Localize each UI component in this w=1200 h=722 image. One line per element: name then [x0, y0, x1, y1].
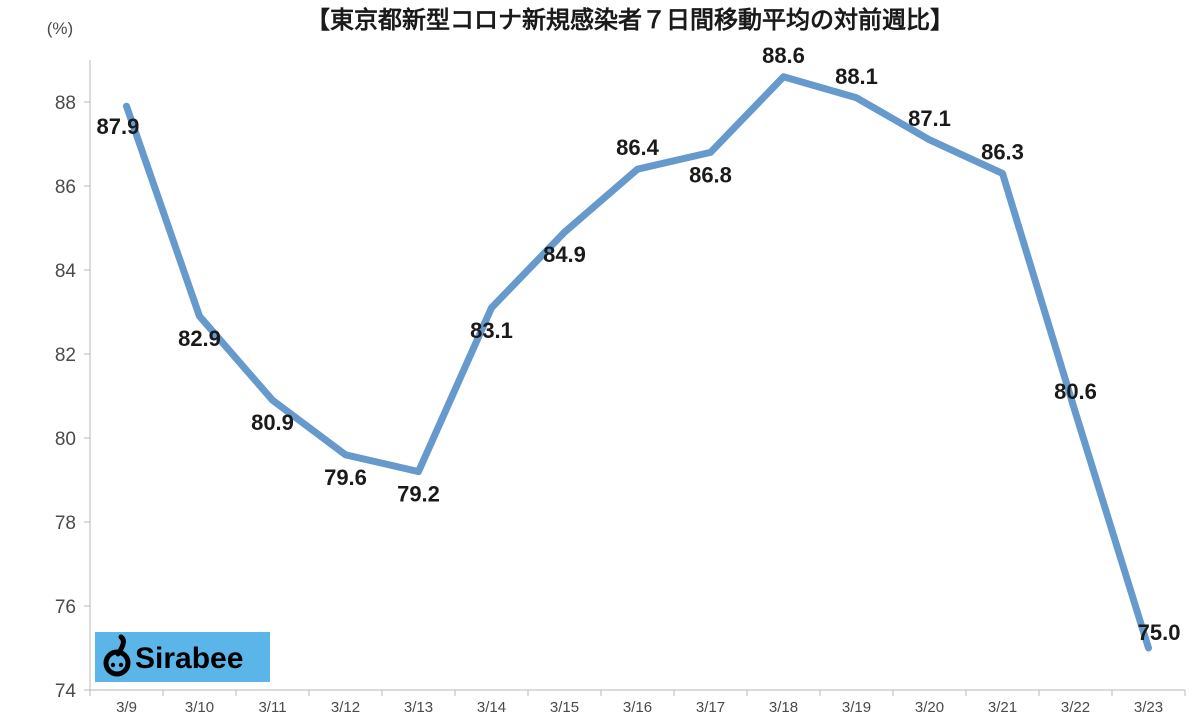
x-tick-label: 3/20 [915, 699, 944, 716]
y-tick-label: 84 [55, 261, 77, 282]
x-tick-label: 3/14 [477, 699, 506, 716]
x-tick-label: 3/15 [550, 699, 579, 716]
y-axis-unit: (%) [47, 19, 73, 38]
x-tick-label: 3/22 [1061, 699, 1090, 716]
x-tick-label: 3/12 [331, 699, 360, 716]
data-label: 88.1 [835, 64, 878, 89]
chart-container: 【東京都新型コロナ新規感染者７日間移動平均の対前週比】 (%) 74 76 78 80 82… [0, 0, 1200, 722]
x-tick-label: 3/11 [258, 699, 286, 716]
x-tick-label: 3/18 [769, 699, 798, 716]
data-label: 80.9 [251, 410, 294, 435]
x-tick-label: 3/13 [404, 699, 433, 716]
data-label: 80.6 [1054, 379, 1097, 404]
data-label: 75.0 [1138, 620, 1181, 645]
logo-text: Sirabee [135, 642, 243, 675]
data-label: 87.9 [97, 114, 140, 139]
data-label: 83.1 [470, 318, 513, 343]
x-tick-label: 3/19 [842, 699, 871, 716]
data-label: 82.9 [178, 326, 221, 351]
data-label: 86.8 [689, 162, 732, 187]
y-tick-label: 88 [55, 93, 76, 114]
data-label: 87.1 [908, 106, 951, 131]
y-tick-label: 76 [55, 597, 76, 618]
x-tick-label: 3/23 [1134, 699, 1163, 716]
x-tick-label: 3/10 [185, 699, 214, 716]
line-chart: 【東京都新型コロナ新規感染者７日間移動平均の対前週比】 (%) 74 76 78 80 82… [0, 0, 1200, 722]
data-label: 84.9 [543, 242, 586, 267]
data-label: 79.6 [324, 465, 367, 490]
x-tick-label: 3/21 [988, 699, 1017, 716]
x-tick-label: 3/17 [696, 699, 725, 716]
x-tick-label: 3/9 [116, 699, 137, 716]
data-label: 86.4 [616, 135, 660, 160]
y-tick-label: 82 [55, 345, 76, 366]
chart-title: 【東京都新型コロナ新規感染者７日間移動平均の対前週比】 [306, 6, 954, 34]
y-tick-label: 86 [55, 177, 76, 198]
y-tick-label: 80 [55, 429, 76, 450]
sirabee-logo: Sirabee [95, 632, 270, 682]
data-label: 79.2 [397, 482, 440, 507]
y-tick-label: 78 [55, 513, 76, 534]
y-tick-label: 74 [55, 681, 77, 702]
data-label: 88.6 [762, 43, 805, 68]
x-tick-label: 3/16 [623, 699, 652, 716]
data-label: 86.3 [981, 139, 1024, 164]
